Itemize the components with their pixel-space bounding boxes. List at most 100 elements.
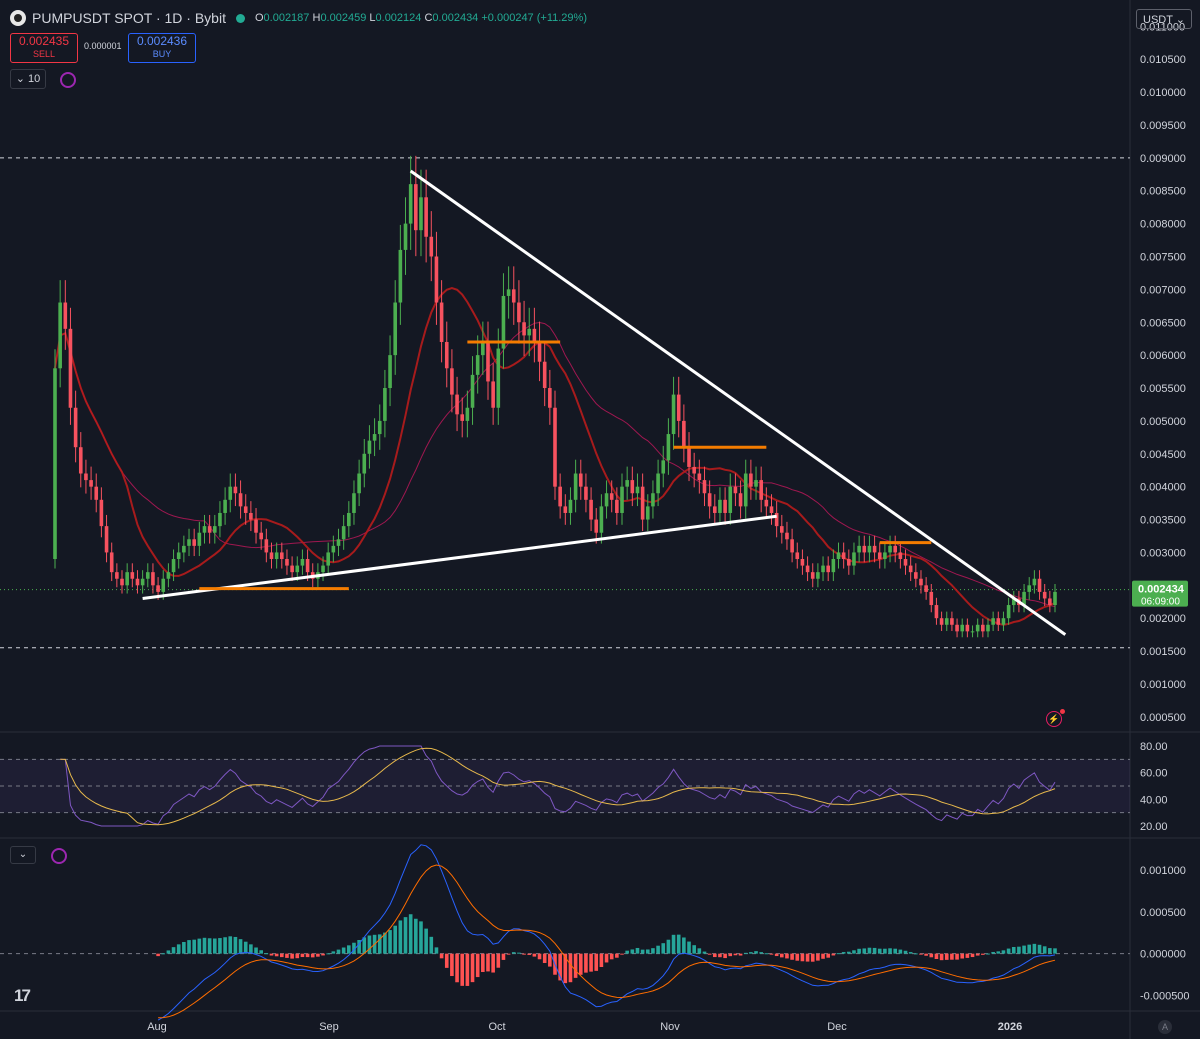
macd-histogram-bar (841, 952, 846, 954)
candle (805, 565, 810, 573)
cycle-icon[interactable] (60, 72, 76, 88)
buy-button[interactable]: 0.002436 BUY (128, 33, 196, 63)
macd-histogram-bar (171, 947, 176, 954)
macd-histogram-bar (919, 953, 923, 955)
macd-histogram-bar (599, 953, 604, 968)
macd-histogram-bar (254, 947, 258, 954)
candle (486, 341, 490, 382)
macd-histogram-bar (439, 953, 444, 959)
candle (857, 545, 861, 553)
candle (300, 559, 305, 566)
candle (867, 545, 872, 553)
candle (640, 486, 645, 520)
macd-histogram-bar (800, 953, 805, 962)
macd-histogram-bar (563, 953, 568, 984)
candle (950, 618, 954, 625)
candle (661, 460, 666, 474)
candle (249, 512, 253, 520)
candle (656, 473, 660, 494)
candle (991, 618, 995, 625)
candle (522, 322, 526, 336)
macd-histogram-bar (398, 920, 403, 954)
price-tick-label: 0.006500 (1140, 317, 1186, 329)
candle (584, 486, 588, 500)
candle (419, 197, 423, 231)
macd-histogram-bar (414, 918, 418, 954)
cycle-icon[interactable] (51, 848, 67, 864)
macd-histogram-bar (671, 934, 676, 954)
rsi-tick-label: 20.00 (1140, 821, 1168, 833)
macd-pane: 0.001000 0.000500 0.000000 -0.000500 (0, 844, 1190, 1021)
candle (888, 545, 892, 553)
macd-histogram-bar (207, 938, 212, 954)
candle (630, 480, 635, 494)
candle (161, 578, 166, 592)
candle (728, 486, 733, 513)
candle (769, 506, 774, 513)
auto-scale-button[interactable]: A (1158, 1020, 1172, 1034)
macd-histogram-bar (805, 953, 810, 962)
price-tick-label: 0.008000 (1140, 219, 1186, 231)
sell-button[interactable]: 0.002435 SELL (10, 33, 78, 63)
candle (331, 545, 336, 553)
candle (764, 499, 769, 507)
macd-histogram-bar (682, 937, 686, 954)
macd-histogram-bar (898, 949, 903, 954)
symbol-title[interactable]: PUMPUSDT SPOT · 1D · Bybit (32, 10, 226, 26)
macd-histogram-bar (754, 951, 758, 954)
currency-select[interactable]: USDT ⌄ (1136, 9, 1192, 29)
macd-histogram-bar (486, 953, 490, 972)
signal-line (158, 864, 1056, 1019)
candle (718, 499, 722, 513)
support-trendline (142, 514, 777, 600)
last-price-box (1132, 580, 1188, 607)
candle (1048, 598, 1052, 606)
candle (800, 559, 805, 566)
candle (707, 493, 712, 507)
macd-histogram-bar (212, 938, 217, 954)
macd-histogram-bar (383, 932, 387, 954)
candle (795, 552, 800, 560)
macd-histogram-bar (1001, 950, 1006, 954)
candle (996, 618, 1001, 625)
candle (285, 559, 289, 566)
time-tick-label: Nov (660, 1021, 680, 1033)
time-tick-label: Dec (827, 1021, 847, 1033)
macd-histogram-bar (790, 953, 794, 960)
candle (151, 572, 155, 586)
candle (439, 302, 444, 342)
candle (527, 328, 532, 336)
indicator-collapse-button[interactable]: ⌄ 10 (10, 69, 46, 89)
candle (187, 539, 191, 546)
macd-histogram-bar (615, 953, 619, 958)
macd-histogram-bar (393, 925, 398, 954)
candle (362, 453, 367, 474)
candle (615, 499, 619, 513)
candle (1011, 598, 1016, 606)
macd-histogram-bar (1037, 944, 1042, 954)
candle (460, 414, 465, 421)
candle (223, 499, 227, 513)
macd-histogram-bar (419, 921, 423, 954)
candle (970, 631, 975, 633)
lightning-icon[interactable]: ⚡ (1046, 709, 1065, 727)
macd-histogram-bar (532, 953, 537, 957)
macd-histogram-bar (769, 953, 774, 955)
macd-histogram-bar (635, 947, 640, 954)
macd-histogram-bar (264, 953, 269, 955)
macd-histogram-bar (738, 953, 743, 956)
candle (1027, 585, 1032, 592)
tradingview-logo[interactable]: 17 (14, 986, 31, 1005)
macd-histogram-bar (666, 939, 671, 954)
macd-histogram-bar (1053, 948, 1057, 954)
candle (130, 572, 135, 579)
price-tick-label: 0.009000 (1140, 153, 1186, 165)
macd-histogram-bar (470, 953, 475, 983)
candle (94, 486, 99, 500)
candle (914, 572, 918, 579)
chevron-down-icon[interactable]: ⌄ (10, 846, 36, 864)
price-tick-label: 0.000500 (1140, 712, 1186, 724)
macd-histogram-bar (1011, 946, 1016, 954)
macd-histogram-bar (594, 953, 599, 971)
